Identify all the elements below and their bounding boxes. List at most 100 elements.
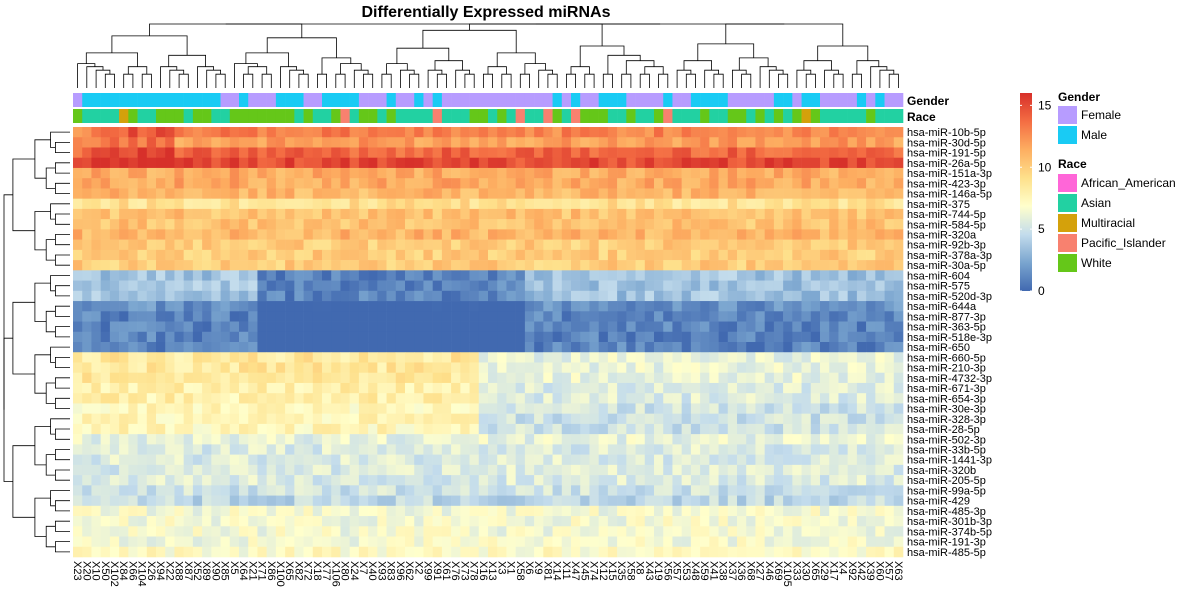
- row-label: hsa-miR-191-3p: [907, 537, 986, 549]
- heatmap-cell: [100, 239, 111, 251]
- column-label: X62: [403, 561, 415, 581]
- heatmap-cell: [792, 229, 802, 240]
- column-label: X30: [800, 561, 812, 581]
- heatmap-cell: [128, 393, 138, 404]
- heatmap-cell: [395, 516, 406, 527]
- heatmap-cell: [239, 454, 249, 466]
- heatmap-cell: [478, 137, 489, 148]
- heatmap-cell: [441, 311, 452, 322]
- heatmap-cell: [73, 270, 83, 281]
- heatmap-cell: [165, 137, 175, 148]
- heatmap-cell: [294, 270, 304, 281]
- heatmap-cell: [192, 464, 203, 476]
- heatmap-cell: [515, 219, 526, 230]
- heatmap-cell: [524, 352, 535, 363]
- heatmap-cell: [727, 505, 738, 517]
- heatmap-cell: [478, 208, 489, 220]
- heatmap-cell: [856, 352, 867, 363]
- heatmap-cell: [257, 495, 267, 507]
- heatmap-cell: [534, 454, 544, 466]
- heatmap-cell: [810, 219, 821, 230]
- heatmap-cell: [349, 229, 360, 240]
- heatmap-cell: [165, 516, 175, 527]
- heatmap-cell: [257, 198, 267, 210]
- heatmap-cell: [229, 331, 240, 343]
- heatmap-cell: [607, 403, 618, 414]
- gender-annotation-cell: [202, 93, 212, 107]
- heatmap-cell: [414, 495, 424, 507]
- heatmap-cell: [755, 505, 765, 517]
- heatmap-cell: [460, 290, 470, 302]
- heatmap-cell: [441, 260, 452, 271]
- heatmap-cell: [820, 464, 830, 476]
- heatmap-cell: [690, 249, 701, 261]
- heatmap-cell: [211, 372, 221, 384]
- heatmap-cell: [275, 229, 286, 240]
- heatmap-cell: [322, 147, 332, 159]
- heatmap-cell: [783, 188, 793, 199]
- heatmap-cell: [358, 270, 369, 281]
- heatmap-cell: [294, 178, 304, 189]
- heatmap-cell: [100, 454, 111, 466]
- heatmap-cell: [690, 219, 701, 230]
- heatmap-cell: [294, 403, 304, 414]
- heatmap-cell: [239, 352, 249, 363]
- column-label: X11: [560, 561, 572, 580]
- race-annotation-cell: [192, 109, 203, 123]
- heatmap-cell: [432, 147, 443, 159]
- heatmap-cell: [663, 321, 673, 333]
- heatmap-cell: [847, 290, 858, 302]
- heatmap-cell: [266, 393, 277, 404]
- heatmap-cell: [100, 382, 111, 394]
- heatmap-cell: [229, 290, 240, 302]
- heatmap-cell: [663, 260, 673, 271]
- heatmap-cell: [690, 403, 701, 414]
- heatmap-cell: [220, 280, 231, 292]
- heatmap-cell: [183, 311, 194, 322]
- heatmap-cell: [654, 423, 664, 435]
- heatmap-cell: [856, 157, 867, 169]
- heatmap-cell: [524, 239, 535, 251]
- heatmap-cell: [248, 495, 258, 507]
- heatmap-cell: [635, 546, 646, 558]
- heatmap-cell: [838, 147, 848, 159]
- heatmap-cell: [349, 536, 360, 548]
- heatmap-cell: [598, 444, 609, 455]
- heatmap-cell: [285, 475, 295, 486]
- heatmap-cell: [229, 188, 240, 199]
- heatmap-cell: [405, 249, 415, 261]
- heatmap-cell: [506, 382, 516, 394]
- heatmap-cell: [266, 208, 277, 220]
- heatmap-cell: [220, 331, 231, 343]
- heatmap-cell: [211, 485, 221, 496]
- heatmap-cell: [414, 167, 424, 179]
- heatmap-cell: [783, 137, 793, 148]
- gender-annotation-cell: [128, 93, 138, 107]
- heatmap-cell: [709, 526, 719, 537]
- heatmap-cell: [617, 208, 627, 220]
- heatmap-cell: [690, 464, 701, 476]
- heatmap-cell: [801, 423, 812, 435]
- heatmap-cell: [718, 178, 729, 189]
- heatmap-cell: [73, 464, 83, 476]
- heatmap-cell: [441, 526, 452, 537]
- heatmap-cell: [543, 127, 553, 138]
- heatmap-cell: [82, 434, 92, 445]
- row-label: hsa-miR-650: [907, 342, 970, 354]
- heatmap-cell: [617, 413, 627, 425]
- heatmap-cell: [792, 352, 802, 363]
- heatmap-cell: [524, 485, 535, 496]
- heatmap-cell: [478, 464, 489, 476]
- heatmap-cell: [847, 239, 858, 251]
- heatmap-cell: [561, 311, 572, 322]
- heatmap-cell: [478, 342, 489, 353]
- heatmap-cell: [340, 475, 350, 486]
- heatmap-cell: [82, 301, 92, 312]
- heatmap-cell: [119, 362, 129, 374]
- heatmap-cell: [275, 188, 286, 199]
- race-annotation-cell: [764, 109, 775, 123]
- column-label: X57: [671, 561, 683, 581]
- heatmap-cell: [506, 485, 516, 496]
- heatmap-cell: [128, 516, 138, 527]
- heatmap-cell: [524, 393, 535, 404]
